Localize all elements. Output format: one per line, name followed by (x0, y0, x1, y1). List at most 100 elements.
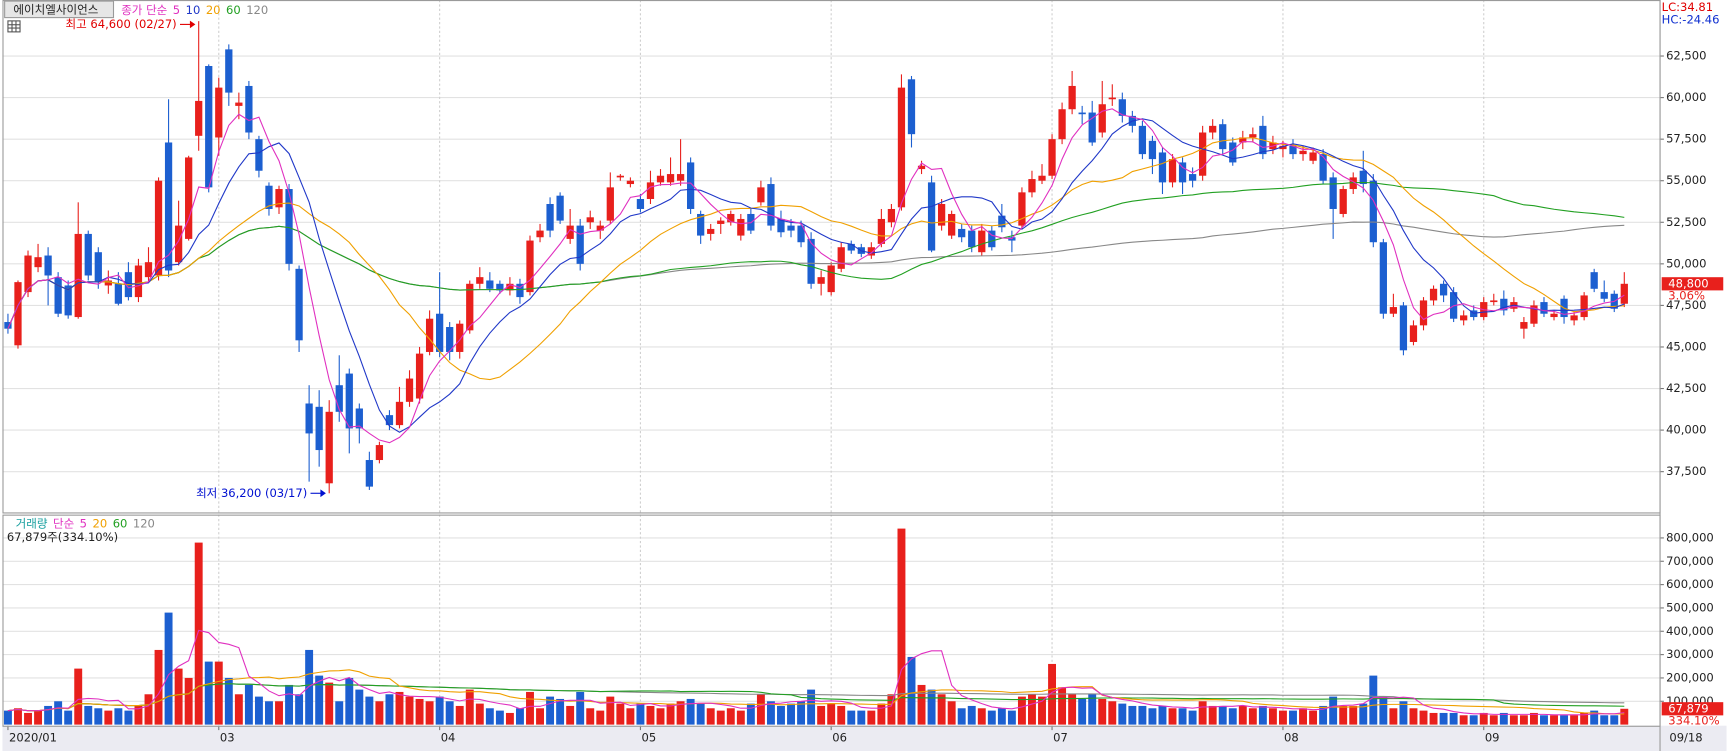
legend-entry: 60 (226, 2, 241, 16)
volume-bar (947, 701, 956, 725)
volume-legend: 거래량 단순 5 20 60 120 (16, 516, 155, 530)
candle-body (255, 139, 263, 171)
candle-body (1490, 300, 1498, 303)
volume-bar (937, 694, 946, 725)
volume-bar (1339, 705, 1348, 725)
x-tick-label: 07 (1053, 730, 1068, 744)
volume-bar (1499, 712, 1508, 725)
y-tick-label: 62,500 (1666, 49, 1706, 63)
volume-bar (1208, 705, 1217, 725)
candle-body (1530, 305, 1538, 324)
candle-body (988, 230, 996, 248)
volume-bar (505, 712, 514, 725)
volume-bar (1600, 715, 1609, 725)
volume-bar (1188, 710, 1197, 725)
legend-entry: 20 (93, 516, 108, 530)
volume-bar (144, 694, 153, 725)
volume-bar (666, 703, 675, 725)
volume-bar (154, 649, 163, 725)
candle-body (1229, 142, 1237, 163)
volume-bar (114, 708, 123, 725)
candle-body (1600, 292, 1608, 299)
volume-bar (194, 542, 203, 725)
volume-bar (1289, 710, 1297, 725)
volume-bar (54, 701, 63, 725)
volume-bar (837, 705, 846, 725)
ma-legend: 종가 단순 5 10 20 60 120 (121, 2, 268, 16)
volume-bar (335, 701, 344, 725)
candle-body (1068, 85, 1076, 110)
volume-bar (867, 710, 876, 725)
candle-body (1148, 140, 1157, 160)
volume-bar (1268, 708, 1277, 725)
y-tick-label: 42,500 (1666, 381, 1706, 395)
candle-body (1289, 145, 1297, 155)
y-tick-label: 45,000 (1666, 339, 1706, 353)
candle-body (174, 225, 183, 263)
candle-body (1570, 315, 1578, 321)
y-tick-label: 400,000 (1666, 624, 1714, 638)
volume-bar (1610, 715, 1619, 725)
volume-bar (24, 712, 32, 725)
volume-bar (275, 701, 283, 725)
volume-bar (1620, 708, 1629, 725)
volume-bar (1238, 705, 1247, 725)
volume-bar (1278, 710, 1287, 725)
candle-body (295, 268, 303, 341)
volume-bar (1058, 687, 1067, 725)
y-tick-label: 57,500 (1666, 132, 1706, 146)
last-volume-box (1661, 702, 1724, 716)
candle-body (576, 225, 584, 264)
candle-body (1138, 125, 1147, 155)
y-tick-label: 600,000 (1666, 577, 1714, 591)
volume-bar (1479, 712, 1488, 725)
annotation: 최저 36,200 (03/17) (196, 486, 307, 500)
volume-bar (746, 703, 755, 725)
volume-bar (566, 705, 575, 725)
volume-bar (305, 649, 314, 725)
candle-body (867, 247, 875, 256)
volume-bar (1459, 715, 1468, 725)
volume-bar (1329, 696, 1338, 725)
candle-body (717, 220, 725, 224)
volume-bar (285, 684, 294, 725)
candle-body (205, 66, 213, 188)
y-tick-label: 37,500 (1666, 464, 1706, 478)
candle-body (907, 79, 916, 135)
candle-body (676, 174, 685, 181)
candle-body (476, 277, 484, 284)
volume-bar (1359, 703, 1368, 725)
volume-bar (857, 710, 866, 725)
volume-bar (967, 705, 976, 725)
volume-bar (1560, 715, 1569, 725)
ma-line (7, 137, 1625, 381)
candle-body (948, 213, 956, 236)
candle-body (375, 445, 384, 461)
candle-body (606, 187, 614, 221)
candle-body (797, 225, 805, 243)
candle-body (1349, 177, 1357, 190)
volume-bar (1379, 696, 1388, 725)
volume-bar (546, 696, 555, 725)
candle-body (656, 175, 665, 183)
candle-body (707, 228, 715, 234)
volume-bar (536, 708, 544, 725)
volume-bar (1128, 705, 1137, 725)
volume-bar (1118, 703, 1127, 725)
candle-body (1108, 97, 1116, 100)
volume-bar (526, 691, 534, 725)
legend-entry: 20 (206, 2, 221, 16)
candle-body (1309, 152, 1317, 161)
candle-body (215, 87, 223, 138)
volume-bar (847, 710, 856, 725)
y-tick-label: 47,500 (1666, 298, 1706, 312)
volume-bar (244, 684, 253, 725)
legend-entry: 120 (133, 516, 155, 530)
volume-bar (1108, 701, 1117, 725)
volume-bar (385, 694, 394, 725)
volume-bar (164, 612, 173, 725)
y-tick-label: 52,500 (1666, 215, 1706, 229)
legend-entry: 60 (113, 516, 128, 530)
candle-body (1590, 272, 1598, 289)
